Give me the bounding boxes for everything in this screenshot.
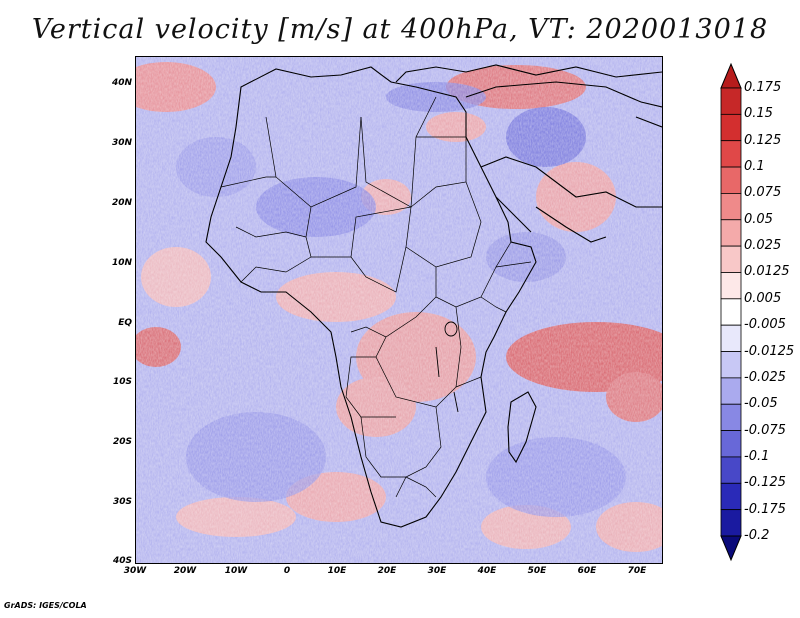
lon-label: 70E (627, 566, 647, 576)
lon-label: 60E (577, 566, 597, 576)
colorbar-label: 0.075 (744, 185, 782, 201)
colorbar-label: -0.025 (744, 369, 786, 385)
colorbar-label: -0.1 (744, 448, 770, 464)
lon-label: 50E (527, 566, 547, 576)
map-panel (135, 56, 663, 564)
colorbar-bin (720, 87, 742, 115)
velocity-field-map (136, 57, 662, 563)
colorbar-bin (720, 298, 742, 326)
colorbar-label: -0.075 (744, 422, 786, 438)
colorbar-label: -0.0125 (744, 343, 795, 359)
colorbar-bin (720, 113, 742, 142)
lon-label: 20W (173, 566, 197, 576)
lon-label: 30W (123, 566, 147, 576)
colorbar-bin (720, 245, 742, 273)
lat-label: 30N (111, 138, 132, 148)
colorbar-label: -0.175 (744, 501, 786, 517)
colorbar-bin (720, 509, 742, 537)
colorbar-bin (720, 272, 742, 300)
colorbar-label: -0.2 (744, 528, 770, 543)
colorbar-bin (720, 456, 742, 484)
colorbar-label: -0.125 (744, 475, 786, 491)
colorbar-label: 0.15 (744, 106, 773, 122)
lat-label: 20S (112, 437, 132, 447)
country-borders (220, 96, 532, 498)
lat-label: EQ (118, 318, 132, 328)
colorbar-bin (720, 430, 742, 458)
lon-label: 0 (283, 566, 291, 576)
colorbar-bottom-arrow (720, 535, 742, 562)
lon-label: 20E (377, 566, 397, 576)
lat-label: 30S (112, 497, 132, 507)
colorbar-bin (720, 324, 742, 352)
colorbar-label: 0.1 (744, 159, 765, 175)
colorbar-bin (720, 377, 742, 405)
colorbar-label: -0.05 (744, 396, 778, 412)
colorbar-label: 0.05 (744, 211, 773, 227)
colorbar-top-arrow (720, 62, 742, 89)
colorbar (720, 62, 742, 562)
colorbar-bin (720, 403, 742, 431)
colorbar-label: 0.005 (744, 290, 782, 306)
lon-label: 10W (224, 566, 248, 576)
plot-title: Vertical velocity [m/s] at 400hPa, VT: 2… (31, 14, 769, 45)
lat-label: 10N (111, 258, 132, 268)
colorbar-label: -0.005 (744, 317, 786, 333)
lon-label: 10E (327, 566, 347, 576)
lat-label: 10S (112, 377, 132, 387)
lat-label: 40N (111, 78, 132, 88)
colorbar-label: 0.125 (744, 132, 782, 148)
colorbar-bin (720, 140, 742, 168)
lakes (435, 321, 459, 413)
lat-label: 40S (112, 556, 132, 566)
lat-label: 20N (111, 198, 132, 208)
colorbar-label: 0.025 (744, 238, 782, 254)
credit-text: GrADS: IGES/COLA (4, 601, 87, 610)
coastlines (205, 64, 662, 528)
lon-label: 40E (477, 566, 497, 576)
colorbar-bin (720, 166, 742, 194)
colorbar-bin (720, 482, 742, 511)
colorbar-bin (720, 219, 742, 247)
colorbar-label: 0.175 (744, 80, 782, 95)
colorbar-bin (720, 193, 742, 221)
lon-label: 30E (427, 566, 447, 576)
colorbar-bin (720, 351, 742, 379)
colorbar-label: 0.0125 (744, 264, 790, 280)
